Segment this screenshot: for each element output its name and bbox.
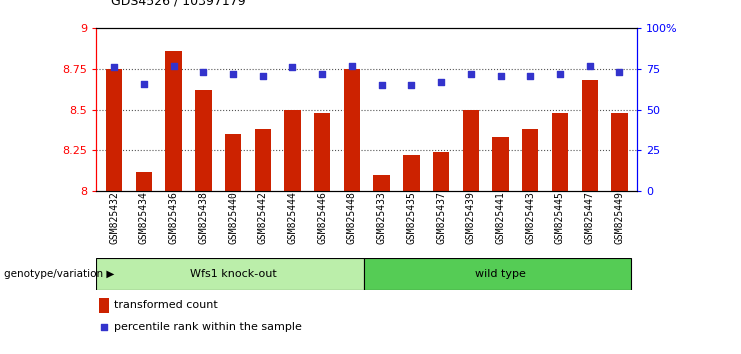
Point — [465, 71, 476, 77]
Point — [376, 82, 388, 88]
Point — [525, 73, 536, 78]
Point — [494, 73, 506, 78]
Text: percentile rank within the sample: percentile rank within the sample — [113, 322, 302, 332]
Point — [257, 73, 269, 78]
Bar — [403, 155, 419, 191]
Text: GSM825449: GSM825449 — [614, 191, 625, 244]
Text: GSM825446: GSM825446 — [317, 191, 328, 244]
Point — [167, 63, 179, 69]
Point — [227, 71, 239, 77]
Text: GSM825441: GSM825441 — [496, 191, 505, 244]
Point — [435, 79, 447, 85]
Text: GSM825439: GSM825439 — [466, 191, 476, 244]
Bar — [522, 129, 539, 191]
Text: GSM825434: GSM825434 — [139, 191, 149, 244]
Bar — [165, 51, 182, 191]
Text: GSM825438: GSM825438 — [199, 191, 208, 244]
Bar — [462, 110, 479, 191]
Text: GSM825436: GSM825436 — [169, 191, 179, 244]
Bar — [611, 113, 628, 191]
Point — [346, 63, 358, 69]
Bar — [99, 298, 109, 313]
Text: GSM825442: GSM825442 — [258, 191, 268, 244]
Bar — [96, 258, 364, 290]
Text: genotype/variation ▶: genotype/variation ▶ — [4, 269, 114, 279]
Bar — [255, 129, 271, 191]
Text: transformed count: transformed count — [113, 300, 217, 310]
Text: GSM825437: GSM825437 — [436, 191, 446, 244]
Text: GSM825435: GSM825435 — [406, 191, 416, 244]
Point — [614, 69, 625, 75]
Text: GSM825433: GSM825433 — [376, 191, 387, 244]
Point — [108, 64, 120, 70]
Text: GSM825440: GSM825440 — [228, 191, 238, 244]
Text: GDS4526 / 10397179: GDS4526 / 10397179 — [111, 0, 246, 7]
Point — [405, 82, 417, 88]
Point — [287, 64, 299, 70]
Bar — [106, 69, 122, 191]
Point — [584, 63, 596, 69]
Point — [554, 71, 566, 77]
Point — [197, 69, 209, 75]
Text: GSM825448: GSM825448 — [347, 191, 357, 244]
Bar — [364, 258, 631, 290]
Bar — [136, 172, 152, 191]
Text: GSM825444: GSM825444 — [288, 191, 297, 244]
Bar — [285, 110, 301, 191]
Bar — [344, 69, 360, 191]
Bar — [373, 175, 390, 191]
Bar — [225, 134, 242, 191]
Bar — [433, 152, 449, 191]
Text: GSM825432: GSM825432 — [109, 191, 119, 244]
Text: Wfs1 knock-out: Wfs1 knock-out — [190, 269, 276, 279]
Text: wild type: wild type — [475, 269, 526, 279]
Point — [316, 71, 328, 77]
Text: GSM825443: GSM825443 — [525, 191, 535, 244]
Point — [430, 227, 442, 233]
Text: GSM825445: GSM825445 — [555, 191, 565, 244]
Bar — [195, 90, 211, 191]
Bar — [492, 137, 509, 191]
Text: GSM825447: GSM825447 — [585, 191, 595, 244]
Point — [138, 81, 150, 86]
Bar — [582, 80, 598, 191]
Bar — [314, 113, 330, 191]
Bar — [552, 113, 568, 191]
